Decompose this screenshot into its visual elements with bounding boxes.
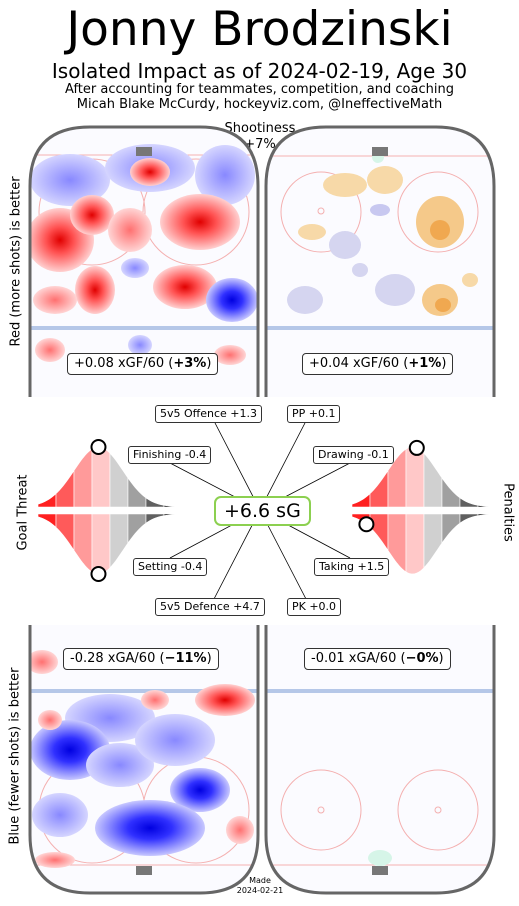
setting-marker <box>90 566 107 582</box>
total-impact-box: +6.6 sG <box>214 496 311 526</box>
author-credit: Micah Blake McCurdy, hockeyviz.com, @Ine… <box>76 97 443 112</box>
offence-5v5-impact: 5v5 Offence +1.3 <box>155 405 263 423</box>
taking-impact: Taking +1.5 <box>314 558 390 576</box>
finishing-impact: Finishing -0.4 <box>128 446 212 464</box>
drawing-dist-band <box>441 477 461 508</box>
finishing-dist-band <box>163 504 183 508</box>
finishing-dist-band <box>73 448 93 508</box>
finishing-dist-band <box>91 446 111 508</box>
paren-close: ) <box>206 651 212 666</box>
paren-close: ) <box>441 356 447 371</box>
defence-pk-percent: −0% <box>405 651 439 666</box>
defence-pk-stat: -0.01 xGA/60 (−0%) <box>304 648 451 670</box>
drawing-marker <box>408 439 425 456</box>
finishing-dist-band <box>145 497 165 508</box>
setting-dist-band <box>73 513 93 573</box>
paren-close: ) <box>438 651 444 666</box>
shootiness-label: Shootiness <box>224 121 296 136</box>
method-note: After accounting for teammates, competit… <box>65 82 454 97</box>
drawing-dist-band <box>423 452 443 508</box>
offence-legend-label: Red (more shots) is better <box>8 176 24 347</box>
offence-5v5-rink <box>30 127 258 397</box>
goal-threat-label: Goal Threat <box>15 474 31 551</box>
drawing-dist-band <box>477 504 497 508</box>
setting-dist-band <box>91 513 111 575</box>
finishing-dist-band <box>127 477 147 508</box>
setting-dist-band <box>109 513 129 569</box>
pk-impact: PK +0.0 <box>287 598 342 616</box>
player-name-title: Jonny Brodzinski <box>66 2 453 57</box>
setting-dist-band <box>37 513 57 528</box>
taking-dist-band <box>387 513 407 573</box>
drawing-dist-band <box>369 469 389 508</box>
finishing-dist-band <box>55 469 75 508</box>
offence-pp-value: +0.04 xGF/60 ( <box>309 356 409 371</box>
defence-pk-value: -0.01 xGA/60 ( <box>311 651 406 666</box>
offence-pp-percent: +1% <box>408 356 442 371</box>
drawing-impact: Drawing -0.1 <box>313 446 394 464</box>
defence-5v5-rink <box>30 625 258 893</box>
offence-5v5-percent: +3% <box>173 356 207 371</box>
finishing-dist-band <box>109 452 129 508</box>
setting-dist-band <box>145 513 165 524</box>
defence-5v5-percent: −11% <box>164 651 207 666</box>
offence-5v5-value: +0.08 xGF/60 ( <box>74 356 174 371</box>
shootiness-value: +7% <box>244 137 276 152</box>
defence-5v5-impact: 5v5 Defence +4.7 <box>155 598 265 616</box>
distribution-curves <box>37 439 497 582</box>
taking-dist-band <box>423 513 443 569</box>
drawing-dist-band <box>459 497 479 508</box>
defence-legend-label: Blue (fewer shots) is better <box>7 667 23 845</box>
defence-5v5-value: -0.28 xGA/60 ( <box>70 651 165 666</box>
drawing-dist-band <box>405 446 425 508</box>
pp-impact: PP +0.1 <box>287 405 341 423</box>
made-date-stamp: Made 2024-02-21 <box>230 876 290 896</box>
setting-impact: Setting -0.4 <box>133 558 208 576</box>
taking-dist-band <box>405 513 425 575</box>
setting-dist-band <box>55 513 75 552</box>
defence-5v5-stat: -0.28 xGA/60 (−11%) <box>63 648 219 670</box>
made-label: Made <box>249 876 271 885</box>
offence-pp-rink <box>266 127 494 397</box>
taking-dist-band <box>459 513 479 524</box>
drawing-dist-band <box>351 493 371 508</box>
offence-5v5-stat: +0.08 xGF/60 (+3%) <box>67 353 219 375</box>
taking-dist-band <box>477 513 497 517</box>
offence-pp-stat: +0.04 xGF/60 (+1%) <box>302 353 454 375</box>
taking-marker <box>358 516 375 533</box>
setting-dist-band <box>127 513 147 544</box>
paren-close: ) <box>206 356 212 371</box>
made-date: 2024-02-21 <box>236 886 284 895</box>
finishing-dist-band <box>37 493 57 508</box>
taking-dist-band <box>441 513 461 544</box>
setting-dist-band <box>163 513 183 517</box>
penalties-label: Penalties <box>500 483 516 542</box>
finishing-marker <box>90 439 107 455</box>
chart-subtitle: Isolated Impact as of 2024-02-19, Age 30 <box>51 59 468 83</box>
